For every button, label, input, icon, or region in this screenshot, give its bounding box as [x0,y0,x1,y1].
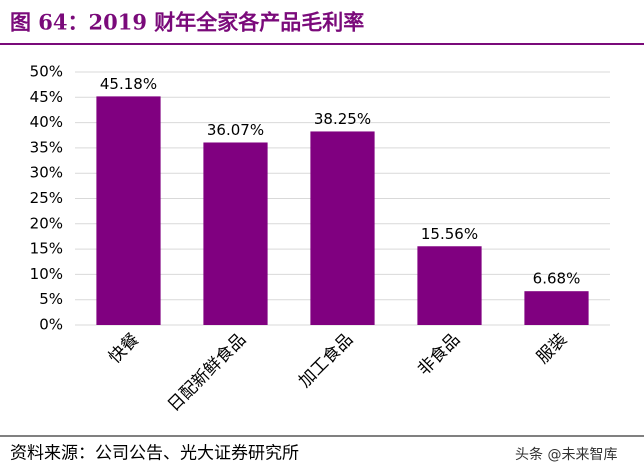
chart-title: 图 64：2019 财年全家各产品毛利率 [10,10,364,35]
x-tick-label: 非食品 [414,330,464,380]
x-tick-label: 日配新鲜食品 [164,330,250,416]
y-tick-label: 0% [39,316,63,334]
y-tick-label: 40% [30,113,63,131]
bar [524,291,589,325]
y-tick-label: 35% [30,138,63,156]
value-label: 38.25% [314,110,371,128]
bar [417,246,482,325]
bar [203,142,268,325]
y-tick-label: 30% [30,164,63,182]
watermark: 头条 @未来智库 [515,446,617,463]
y-tick-label: 25% [30,189,63,207]
x-tick-label: 加工食品 [295,330,357,392]
value-label: 45.18% [100,75,157,93]
x-tick-label: 快餐 [105,330,143,368]
value-label: 15.56% [421,225,478,243]
y-tick-label: 50% [30,63,63,81]
y-tick-label: 10% [30,265,63,283]
y-tick-label: 20% [30,214,63,232]
bar [96,96,161,326]
x-tick-label: 服装 [533,330,571,368]
y-tick-label: 15% [30,240,63,258]
bar [310,131,375,325]
y-tick-label: 45% [30,88,63,106]
value-label: 36.07% [207,121,264,139]
value-label: 6.68% [533,270,581,288]
source: 资料来源：公司公告、光大证券研究所 [10,444,299,464]
y-tick-label: 5% [39,290,63,308]
